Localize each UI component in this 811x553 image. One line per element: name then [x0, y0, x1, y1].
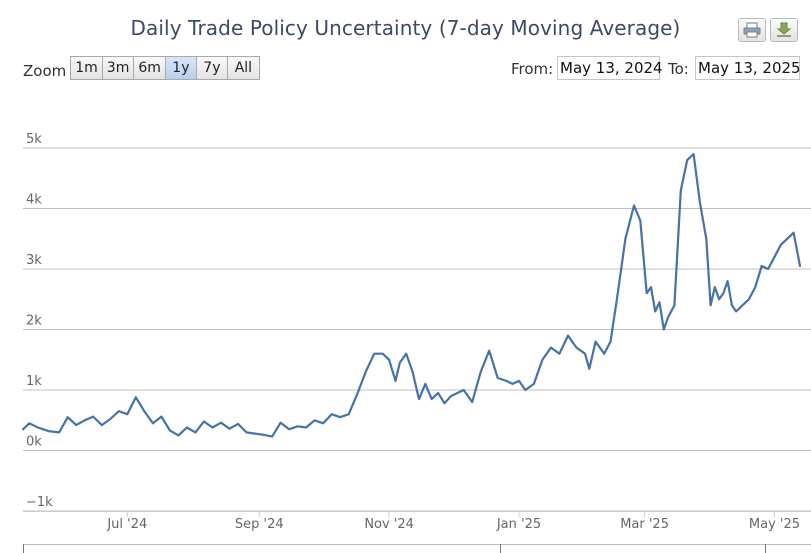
zoom-label: Zoom: [23, 62, 67, 80]
navigator-handle-left[interactable]: [23, 544, 24, 553]
zoom-button-3m[interactable]: 3m: [102, 57, 135, 79]
x-tick-label: May '25: [749, 517, 800, 532]
download-button[interactable]: [770, 18, 798, 42]
series-line: [21, 153, 802, 438]
zoom-button-6m[interactable]: 6m: [134, 57, 166, 79]
zoom-button-7y[interactable]: 7y: [196, 57, 228, 79]
zoom-button-1y[interactable]: 1y: [165, 57, 197, 79]
print-icon: [743, 22, 761, 38]
x-tick-label: Nov '24: [364, 517, 414, 532]
navigator-scrollbar[interactable]: [23, 544, 811, 553]
x-tick-label: Jan '25: [496, 517, 541, 532]
navigator-handle-right[interactable]: [765, 544, 766, 553]
to-date-input[interactable]: May 13, 2025: [695, 56, 801, 80]
from-date-input[interactable]: May 13, 2024: [557, 56, 663, 80]
to-label: To:: [668, 60, 689, 78]
zoom-button-1m[interactable]: 1m: [71, 57, 103, 79]
zoom-buttons: 1m 3m 6m 1y 7y All: [70, 56, 260, 80]
y-tick-label: −1k: [26, 495, 53, 510]
from-label: From:: [511, 60, 554, 78]
x-tick-label: Mar '25: [620, 517, 669, 532]
y-tick-label: 1k: [26, 374, 42, 389]
download-icon: [776, 22, 792, 37]
zoom-button-All[interactable]: All: [227, 57, 259, 79]
y-tick-label: 4k: [26, 193, 42, 208]
y-tick-label: 2k: [26, 314, 42, 329]
print-button[interactable]: [738, 18, 766, 42]
navigator-tick: [500, 544, 501, 553]
y-tick-label: 5k: [26, 132, 42, 147]
zoom-selector: Zoom 1m 3m 6m 1y 7y All: [23, 56, 260, 80]
y-tick-label: 0k: [26, 435, 42, 450]
y-tick-label: 3k: [26, 253, 42, 268]
x-tick-label: Sep '24: [235, 517, 284, 532]
chart-title: Daily Trade Policy Uncertainty (7-day Mo…: [130, 16, 681, 40]
x-tick-label: Jul '24: [106, 517, 147, 532]
